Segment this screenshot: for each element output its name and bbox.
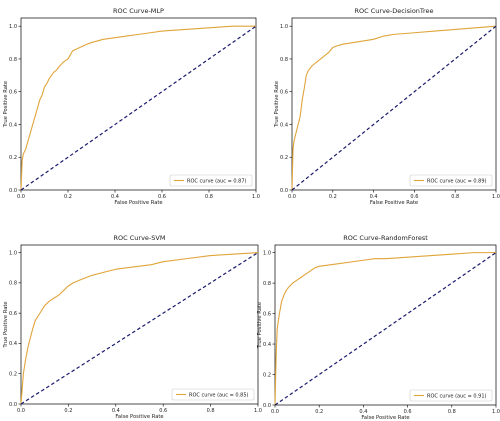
y-tick-label: 0.0: [263, 403, 271, 409]
y-tick-label: 0.4: [9, 341, 17, 347]
x-tick-label: 1.0: [254, 408, 262, 414]
x-tick-label: 0.8: [207, 408, 215, 414]
y-tick-label: 0.4: [280, 122, 288, 128]
y-axis-label: True Positive Rate: [3, 301, 9, 348]
legend-box: [409, 174, 493, 187]
chance-diagonal-line: [20, 25, 257, 191]
y-tick-label: 0.0: [280, 188, 288, 194]
y-tick-label: 0.2: [280, 155, 288, 161]
chart-title: ROC Curve-DecisionTree: [355, 7, 434, 15]
x-axis-label: False Positive Rate: [370, 200, 418, 206]
x-tick-label: 0.8: [205, 194, 213, 200]
x-tick-label: 0.4: [111, 194, 119, 200]
x-tick-label: 0.4: [112, 408, 120, 414]
plot-frame: [291, 17, 497, 191]
roc-curve-line: [20, 252, 259, 405]
x-tick-label: 0.6: [410, 194, 418, 200]
x-tick-label: 0.0: [271, 409, 279, 415]
x-tick-label: 1.0: [492, 409, 500, 415]
roc-curve-line: [291, 25, 497, 191]
y-tick-label: 0.6: [9, 311, 17, 317]
legend-box: [169, 174, 253, 187]
y-tick-label: 0.8: [280, 57, 288, 63]
y-tick-label: 1.0: [9, 24, 17, 30]
y-tick-label: 1.0: [280, 24, 288, 30]
plot-frame: [20, 17, 257, 191]
x-tick-label: 0.4: [370, 194, 378, 200]
x-tick-label: 0.2: [64, 408, 72, 414]
x-tick-label: 0.8: [451, 194, 459, 200]
legend-box: [171, 388, 255, 401]
y-tick-label: 0.4: [9, 122, 17, 128]
y-tick-label: 0.6: [9, 90, 17, 96]
x-tick-label: 0.0: [288, 194, 296, 200]
x-tick-label: 0.2: [64, 194, 72, 200]
x-tick-label: 0.6: [404, 409, 412, 415]
roc-panel-1: ROC Curve-DecisionTree 0.0 0.2 0.4 0.6 0.8 1.0…: [274, 7, 500, 206]
x-tick-label: 0.6: [158, 194, 166, 200]
x-tick-label: 0.2: [315, 409, 323, 415]
chart-title: ROC Curve-MLP: [113, 7, 164, 15]
y-axis-label: True Positive Rate: [3, 81, 9, 128]
y-tick-label: 0.2: [263, 372, 271, 378]
chance-diagonal-line: [20, 252, 259, 405]
x-tick-label: 0.8: [448, 409, 456, 415]
y-tick-label: 0.8: [9, 57, 17, 63]
legend-label: ROC curve (auc = 0.87): [187, 178, 247, 184]
x-tick-label: 0.0: [17, 408, 25, 414]
legend-box: [409, 389, 493, 402]
x-tick-label: 1.0: [492, 194, 500, 200]
chart-title: ROC Curve-RandomForest: [343, 234, 428, 242]
legend-label: ROC curve (auc = 0.89): [427, 178, 487, 184]
legend: ROC curve (auc = 0.89): [409, 174, 493, 187]
x-axis-label: False Positive Rate: [361, 415, 409, 421]
y-tick-label: 0.8: [263, 281, 271, 287]
legend-label: ROC curve (auc = 0.85): [189, 392, 249, 398]
x-axis-label: False Positive Rate: [114, 200, 162, 206]
legend: ROC curve (auc = 0.87): [169, 174, 253, 187]
chart-title: ROC Curve-SVM: [114, 234, 166, 242]
y-axis-label: True Positive Rate: [257, 302, 263, 349]
y-tick-label: 0.2: [9, 155, 17, 161]
plot-frame: [20, 244, 259, 405]
roc-panel-2: ROC Curve-SVM 0.0 0.2 0.4 0.6 0.8 1.0 0.0 0.2 0.4…: [3, 234, 262, 420]
x-tick-label: 0.0: [17, 194, 25, 200]
y-tick-label: 0.2: [9, 372, 17, 378]
x-tick-label: 0.2: [329, 194, 337, 200]
y-tick-label: 0.8: [9, 281, 17, 287]
chance-diagonal-line: [291, 25, 497, 191]
roc-curve-line: [20, 25, 256, 191]
legend: ROC curve (auc = 0.85): [171, 388, 255, 401]
chance-diagonal-line: [274, 252, 497, 406]
roc-panel-0: ROC Curve-MLP 0.0 0.2 0.4 0.6 0.8 1.0 0.0 0.2 0.4…: [3, 7, 260, 206]
legend-label: ROC curve (auc = 0.91): [427, 393, 487, 399]
roc-curve-line: [274, 252, 496, 406]
plot-frame: [274, 244, 497, 406]
x-tick-label: 0.4: [359, 409, 367, 415]
y-tick-label: 0.0: [9, 402, 17, 408]
x-tick-label: 0.6: [159, 408, 167, 414]
y-axis-label: True Positive Rate: [274, 81, 280, 128]
y-tick-label: 1.0: [263, 250, 271, 256]
y-tick-label: 0.6: [263, 311, 271, 317]
y-tick-label: 0.6: [280, 90, 288, 96]
y-tick-label: 0.0: [9, 188, 17, 194]
legend: ROC curve (auc = 0.91): [409, 389, 493, 402]
y-tick-label: 0.4: [263, 342, 271, 348]
x-tick-label: 1.0: [252, 194, 260, 200]
y-tick-label: 1.0: [9, 250, 17, 256]
x-axis-label: False Positive Rate: [115, 414, 163, 420]
roc-panel-3: ROC Curve-RandomForest 0.0 0.2 0.4 0.6 0.8 1.0…: [257, 234, 500, 421]
